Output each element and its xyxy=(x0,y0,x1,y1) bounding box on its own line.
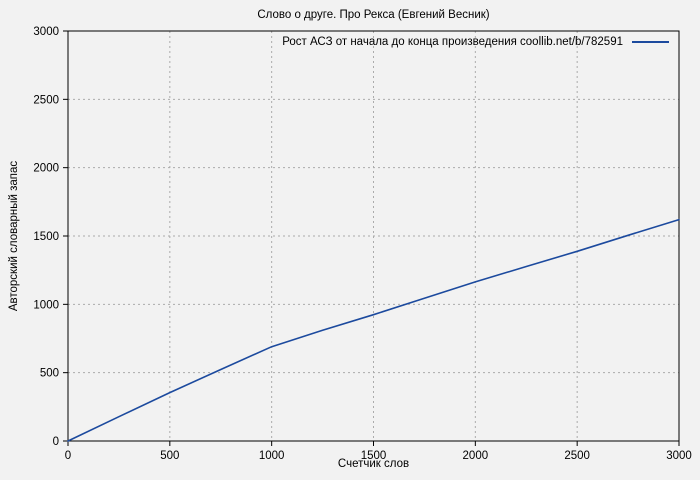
legend: Рост АСЗ от начала до конца произведения… xyxy=(282,36,669,48)
y-axis-label: Авторский словарный запас xyxy=(8,160,20,312)
data-line xyxy=(67,218,680,442)
x-tick-label: 3000 xyxy=(666,450,692,462)
x-tick-label: 2500 xyxy=(564,450,590,462)
legend-line-sample xyxy=(632,41,669,43)
y-tick-label: 1000 xyxy=(33,299,59,311)
y-tick-label: 500 xyxy=(40,368,59,380)
x-tick-label: 1000 xyxy=(259,450,285,462)
legend-label: Рост АСЗ от начала до конца произведения… xyxy=(282,36,623,48)
y-tick-label: 2000 xyxy=(33,163,59,175)
x-axis-label: Счетчик слов xyxy=(337,458,410,470)
chart-title: Слово о друге. Про Рекса (Евгений Весник… xyxy=(257,9,490,21)
x-tick-label: 2000 xyxy=(463,450,489,462)
y-tick-label: 3000 xyxy=(33,26,59,38)
x-tick-label: 500 xyxy=(160,450,179,462)
y-tick-label: 1500 xyxy=(33,231,59,243)
x-tick-label: 1500 xyxy=(361,450,387,462)
x-tick-label: 0 xyxy=(65,450,71,462)
y-tick-label: 2500 xyxy=(33,94,59,106)
y-tick-label: 0 xyxy=(53,436,59,448)
